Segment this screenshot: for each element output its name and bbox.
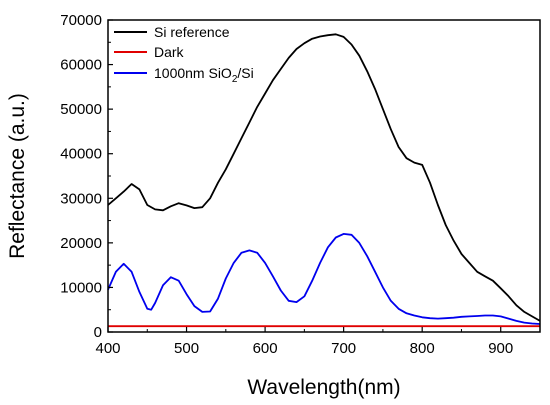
y-tick-label: 20000 (60, 235, 102, 252)
legend-label-sio2-main: 1000nm SiO (154, 65, 232, 81)
x-axis-ticks: 400 500 600 700 800 900 (95, 327, 513, 357)
y-tick-label: 50000 (60, 101, 102, 118)
y-tick-label: 40000 (60, 146, 102, 163)
y-axis-title: Reflectance (a.u.) (6, 93, 29, 259)
legend-label-sio2-end: /Si (237, 65, 253, 81)
x-tick-label: 400 (95, 340, 120, 357)
x-tick-label: 900 (488, 340, 513, 357)
legend-label-si-reference: Si reference (154, 24, 230, 40)
y-tick-label: 30000 (60, 190, 102, 207)
series-line-0 (107, 33, 541, 322)
y-tick-label: 60000 (60, 57, 102, 74)
y-tick-label: 10000 (60, 279, 102, 296)
y-tick-label: 0 (94, 324, 102, 341)
legend-label-sio2-subscript: 2 (232, 74, 238, 85)
series-layer (107, 33, 541, 328)
legend-label-sio2: 1000nm SiO2/Si (154, 65, 254, 85)
x-tick-label: 600 (253, 340, 278, 357)
x-tick-label: 800 (410, 340, 435, 357)
x-tick-label: 700 (331, 340, 356, 357)
y-axis-ticks: 0 10000 20000 30000 40000 50000 60000 70000 (60, 12, 113, 341)
legend: Si reference Dark 1000nm SiO2/Si (114, 24, 254, 85)
legend-label-dark: Dark (154, 44, 185, 60)
x-tick-label: 500 (174, 340, 199, 357)
x-axis-title: Wavelength(nm) (247, 376, 400, 399)
series-line-2 (107, 232, 541, 325)
y-tick-label: 70000 (60, 12, 102, 29)
